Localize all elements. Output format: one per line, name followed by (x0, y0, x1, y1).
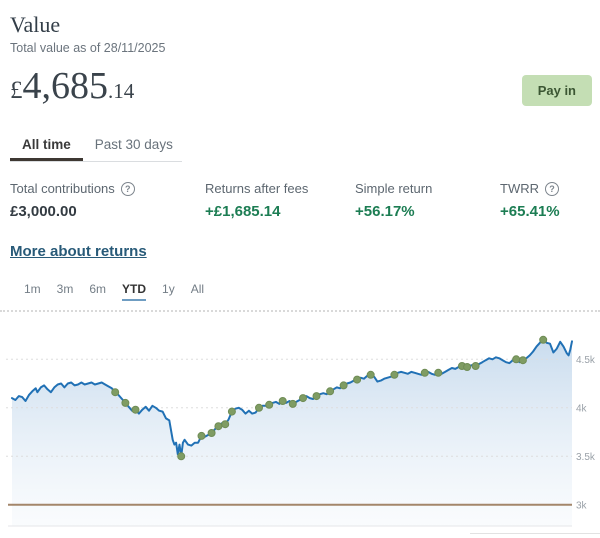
range-1m[interactable]: 1m (24, 282, 41, 296)
more-about-returns-link[interactable]: More about returns (10, 243, 147, 260)
transaction-dot[interactable] (288, 399, 297, 408)
range-all[interactable]: All (190, 282, 205, 296)
transaction-dot[interactable] (207, 429, 216, 437)
stat-label: Returns after fees (205, 181, 309, 196)
stat-simple-return: Simple return +56.17% (355, 181, 500, 220)
transaction-dot[interactable] (131, 405, 140, 414)
total-value-main: 4,685 (22, 65, 109, 107)
range-3m[interactable]: 3m (56, 282, 74, 296)
tab-past-30-days[interactable]: Past 30 days (94, 137, 173, 152)
bottom-edge-line (470, 533, 600, 534)
stat-value: +56.17% (355, 203, 415, 220)
stat-returns-after-fees: Returns after fees +£1,685.14 (205, 181, 355, 220)
transaction-dot[interactable] (299, 394, 307, 403)
period-tabs: All time Past 30 days (10, 131, 182, 162)
currency-symbol: £ (10, 77, 23, 104)
transaction-dot[interactable] (539, 335, 548, 344)
transaction-dot[interactable] (312, 392, 321, 401)
transaction-dot[interactable] (390, 370, 399, 379)
y-tick-label: 3.5k (576, 452, 596, 463)
transaction-dot[interactable] (255, 403, 263, 412)
total-value-row: £4,685.14 Pay in (10, 66, 592, 114)
range-6m[interactable]: 6m (89, 282, 107, 296)
stat-value: +65.41% (500, 203, 560, 220)
stat-label: Simple return (355, 181, 433, 196)
total-value-decimal: .14 (108, 79, 135, 103)
chart-range-selector: 1m 3m 6m YTD 1y All (24, 282, 600, 301)
stat-label: TWRR (500, 181, 539, 196)
stat-total-contributions: Total contributions ? £3,000.00 (10, 181, 205, 220)
stat-twrr: TWRR ? +65.41% (500, 181, 590, 220)
transaction-dot[interactable] (221, 420, 230, 429)
total-value: £4,685.14 (10, 66, 134, 114)
transaction-dot[interactable] (326, 387, 335, 396)
help-icon[interactable]: ? (545, 181, 559, 196)
transaction-dot[interactable] (339, 381, 348, 390)
transaction-dot[interactable] (278, 397, 287, 405)
stat-value: £3,000.00 (10, 203, 77, 220)
transaction-dot[interactable] (420, 368, 429, 377)
transaction-dot[interactable] (197, 431, 206, 440)
pay-in-button[interactable]: Pay in (521, 74, 592, 106)
transaction-dot[interactable] (111, 388, 120, 397)
help-icon[interactable]: ? (120, 181, 135, 196)
y-tick-label: 3k (576, 500, 588, 511)
transaction-dot[interactable] (121, 398, 130, 407)
transaction-dot[interactable] (512, 355, 521, 364)
range-1y[interactable]: 1y (162, 282, 175, 296)
transaction-dot[interactable] (434, 368, 443, 377)
transaction-dot[interactable] (471, 362, 480, 370)
transaction-dot[interactable] (353, 375, 362, 384)
transaction-dot[interactable] (265, 400, 274, 409)
range-ytd[interactable]: YTD (122, 282, 147, 301)
stat-value: +£1,685.14 (205, 203, 281, 220)
transaction-dot[interactable] (227, 407, 236, 416)
value-as-of-subtitle: Total value as of 28/11/2025 (10, 41, 166, 55)
stat-label: Total contributions (10, 181, 115, 196)
transaction-dot[interactable] (177, 452, 186, 461)
tab-all-time[interactable]: All time (10, 131, 83, 161)
transaction-dot[interactable] (518, 356, 527, 365)
page-title: Value (10, 12, 61, 37)
transaction-dot[interactable] (214, 422, 223, 431)
area-fill (12, 339, 572, 526)
y-tick-label: 4k (576, 403, 588, 414)
value-header: Value Total value as of 28/11/2025 £4,68… (0, 0, 600, 114)
value-line (11, 338, 573, 458)
transaction-dot[interactable] (366, 370, 375, 379)
returns-stats: Total contributions ? £3,000.00 Returns … (0, 181, 600, 220)
y-tick-label: 4.5k (576, 355, 596, 366)
transaction-dot[interactable] (463, 363, 472, 371)
